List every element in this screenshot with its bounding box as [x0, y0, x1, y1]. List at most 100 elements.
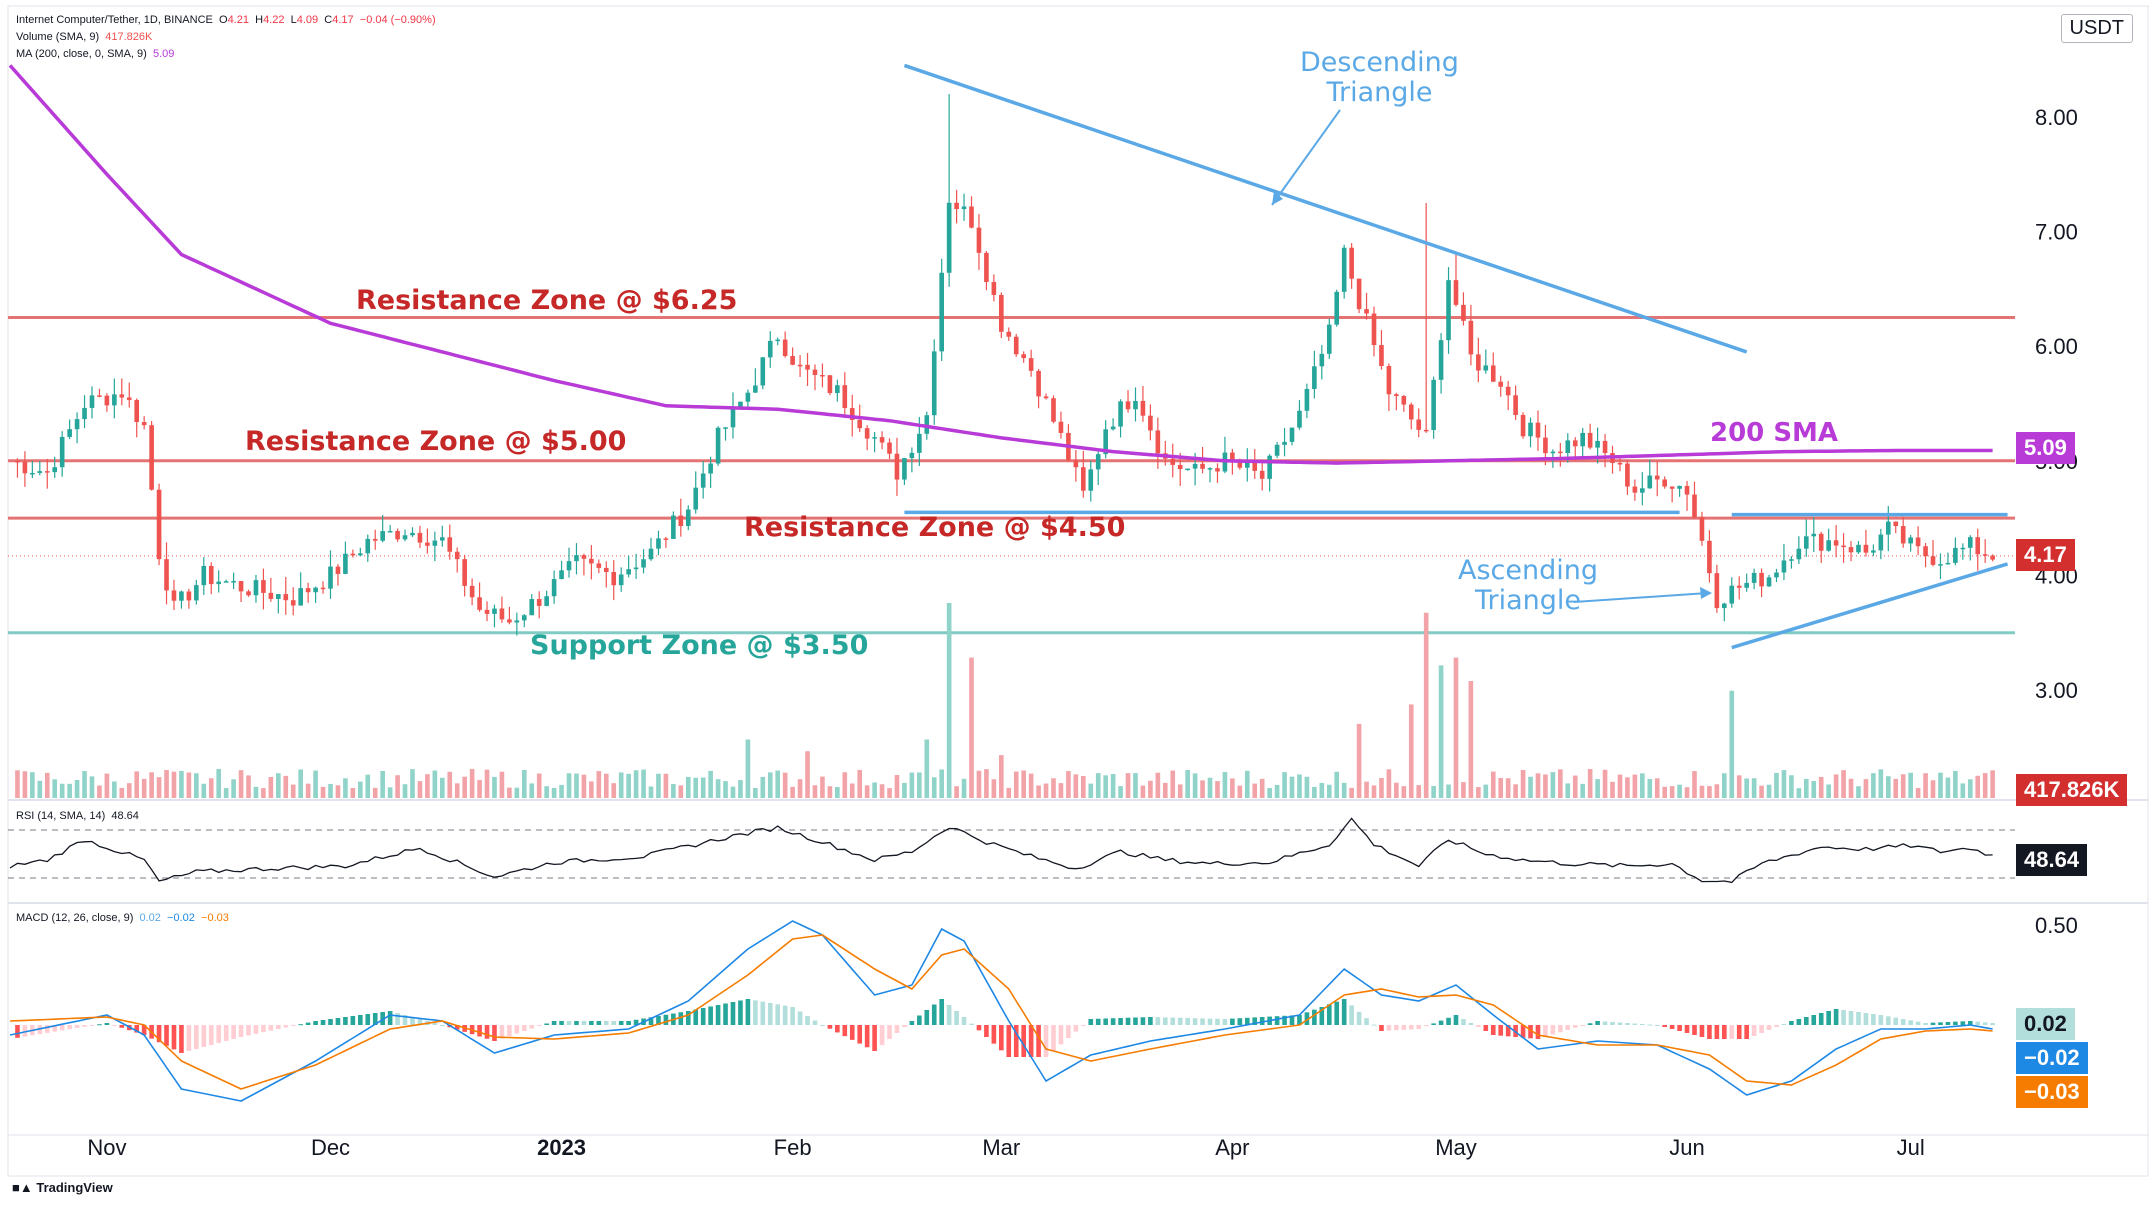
macd-histogram-bar [954, 1011, 959, 1025]
volume-bar [1326, 784, 1332, 798]
volume-bar [1051, 778, 1056, 798]
volume-bar [1095, 773, 1101, 798]
macd-histogram-bar [536, 1025, 542, 1026]
macd-histogram-bar [1632, 1023, 1638, 1025]
candle [544, 596, 549, 606]
volume-bar [1669, 786, 1675, 798]
macd-histogram-bar [611, 1021, 617, 1025]
candle [976, 227, 982, 253]
candle [298, 588, 303, 606]
candle [1192, 463, 1198, 469]
volume-bar [1617, 774, 1623, 798]
volume-bar [917, 772, 922, 798]
candle [1334, 291, 1340, 325]
volume-bar [253, 786, 259, 798]
candle [1967, 537, 1973, 548]
candle [805, 364, 810, 370]
macd-histogram-bar [298, 1024, 303, 1026]
candle [723, 427, 728, 429]
macd-histogram-bar [1759, 1025, 1764, 1033]
last-price-tag: 4.17 [2016, 539, 2075, 571]
volume-bar [566, 773, 572, 798]
candle [104, 395, 110, 406]
volume-bar [1803, 778, 1809, 798]
macd-signal-tag: −0.03 [2016, 1076, 2088, 1108]
volume-bar [1878, 769, 1884, 798]
macd-histogram-bar [805, 1016, 810, 1025]
candle [1423, 429, 1429, 432]
macd-histogram-bar [1908, 1020, 1913, 1025]
volume-bar [402, 784, 408, 798]
candle [1602, 440, 1608, 454]
candle [760, 357, 766, 386]
macd-histogram-bar [1416, 1025, 1422, 1029]
candle [1304, 388, 1310, 411]
candle [1438, 340, 1444, 380]
macd-histogram-bar [1744, 1025, 1749, 1039]
volume-bar [887, 788, 892, 798]
candle [969, 206, 974, 228]
candle [1282, 441, 1287, 445]
macd-histogram-bar [1103, 1018, 1108, 1025]
candle [1371, 313, 1377, 346]
volume-bar [1714, 784, 1720, 798]
volume-bar [1304, 776, 1310, 798]
descending-triangle-label: Descending Triangle [1300, 47, 1459, 108]
macd-histogram-bar [276, 1025, 281, 1029]
candle [1021, 354, 1026, 359]
candle [909, 452, 915, 459]
volume-bar [305, 783, 311, 798]
volume-bar [760, 776, 766, 798]
macd-histogram-bar [1356, 1011, 1362, 1025]
candle [1796, 548, 1802, 560]
candle [641, 559, 646, 568]
macd-histogram-bar [1192, 1018, 1198, 1025]
candle [156, 489, 162, 560]
volume-bar [693, 777, 699, 798]
volume-bar [1990, 770, 1995, 798]
volume-bar [74, 779, 80, 798]
candle [1744, 582, 1749, 588]
candle [126, 397, 132, 400]
macd-histogram-bar [1200, 1018, 1205, 1025]
macd-histogram-bar [499, 1025, 505, 1039]
volume-bar [1476, 787, 1481, 798]
volume-bar [827, 786, 833, 798]
candle [1662, 479, 1667, 487]
candle [1789, 559, 1794, 561]
volume-bar [1043, 783, 1049, 798]
candle [1513, 395, 1518, 415]
volume-bar [1982, 773, 1988, 798]
volume-bar [1528, 776, 1533, 798]
volume-bar [1088, 783, 1094, 798]
candle [350, 553, 356, 556]
candle [417, 532, 423, 543]
candle [708, 463, 713, 474]
macd-histogram-bar [708, 1006, 713, 1025]
volume-bar [1781, 770, 1787, 798]
candle [1893, 521, 1899, 527]
tradingview-logo[interactable]: ■▲ TradingView [12, 1180, 113, 1195]
macd-histogram-bar [1297, 1015, 1302, 1025]
macd-histogram-bar [1543, 1025, 1548, 1037]
macd-histogram-bar [22, 1025, 28, 1037]
candle [223, 581, 229, 583]
close-value: 4.17 [332, 14, 354, 26]
candle [276, 594, 281, 599]
macd-histogram-bar [753, 1000, 758, 1025]
volume-bar [626, 773, 631, 798]
volume-bar [1572, 775, 1578, 798]
candle [730, 407, 736, 428]
macd-histogram-bar [1796, 1019, 1802, 1025]
macd-histogram-bar [1610, 1022, 1615, 1025]
volume-bar [358, 781, 363, 798]
currency-badge[interactable]: USDT [2060, 14, 2133, 43]
volume-bar [1230, 778, 1235, 798]
volume-bar [1170, 770, 1176, 798]
volume-bar [1848, 778, 1854, 798]
volume-bar [1759, 785, 1764, 798]
macd-histogram-bar [417, 1019, 423, 1025]
macd-histogram-bar [119, 1025, 125, 1028]
candle [15, 460, 20, 463]
